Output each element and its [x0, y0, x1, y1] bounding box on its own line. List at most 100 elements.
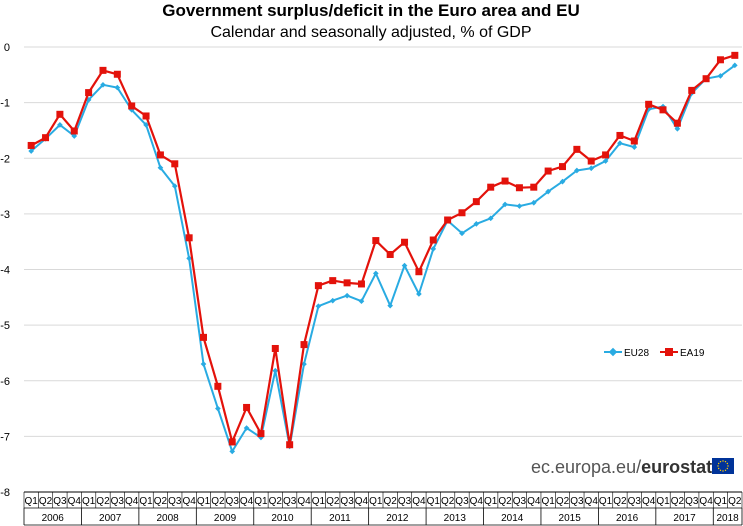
x-quarter-label: Q2 — [384, 496, 398, 507]
data-point — [143, 122, 149, 128]
data-point — [358, 298, 365, 305]
y-axis: 0 -1 -2 -3 -4 -5 -6 -7 -8 — [0, 42, 10, 499]
data-point — [487, 183, 495, 191]
x-quarter-label: Q1 — [714, 496, 728, 507]
x-quarter-label: Q2 — [728, 496, 742, 507]
x-quarter-label: Q4 — [699, 496, 713, 507]
data-point — [401, 238, 409, 246]
data-point — [588, 165, 595, 172]
data-point — [343, 279, 351, 287]
data-point — [70, 127, 78, 135]
x-year-label: 2012 — [386, 513, 409, 524]
data-point — [573, 145, 581, 153]
x-axis: Q1 Q2 Q3 Q4 Q1 Q2 Q3 Q4 Q1 Q2 Q3 Q4 Q1 Q2 Q3 Q4 Q1 Q2 Q3 Q4… — [23, 491, 743, 526]
x-quarter-label: Q2 — [556, 496, 570, 507]
series-line-eu28 — [30, 64, 736, 453]
data-point — [429, 236, 437, 244]
data-point — [659, 106, 667, 114]
data-point — [214, 382, 222, 390]
x-quarter-label: Q2 — [441, 496, 455, 507]
x-year-label: 2006 — [42, 513, 65, 524]
data-point — [228, 438, 236, 446]
data-point — [673, 119, 681, 127]
x-year-label: 2013 — [444, 513, 467, 524]
x-quarter-label: Q3 — [111, 496, 125, 507]
data-point — [71, 133, 78, 139]
legend-ea19-marker — [665, 348, 673, 356]
x-quarter-label: Q4 — [527, 496, 541, 507]
data-point — [459, 230, 465, 237]
data-point — [587, 157, 595, 165]
x-quarter-label: Q4 — [125, 496, 139, 507]
data-point — [344, 292, 350, 299]
x-quarter-label: Q1 — [139, 496, 153, 507]
data-point — [142, 112, 150, 120]
series-group — [27, 51, 739, 455]
data-point — [387, 302, 394, 309]
series-ea19 — [27, 51, 739, 449]
legend-eu28-label: EU28 — [624, 348, 649, 359]
x-quarter-label: Q1 — [82, 496, 96, 507]
x-quarter-label: Q4 — [68, 496, 82, 507]
data-point — [717, 73, 724, 79]
legend: EU28 EA19 — [604, 347, 705, 359]
x-quarter-label: Q4 — [470, 496, 484, 507]
data-point — [171, 160, 179, 168]
data-point — [171, 183, 178, 189]
x-quarter-label: Q3 — [53, 496, 67, 507]
x-quarter-label: Q3 — [628, 496, 642, 507]
x-quarter-label: Q4 — [297, 496, 311, 507]
x-quarter-label: Q1 — [369, 496, 383, 507]
data-point — [674, 125, 681, 132]
x-quarter-label: Q4 — [642, 496, 656, 507]
eu-flag-icon — [712, 458, 734, 474]
data-point — [27, 141, 35, 149]
data-point — [473, 221, 480, 227]
x-quarter-label: Q3 — [283, 496, 297, 507]
x-quarter-label: Q2 — [326, 496, 340, 507]
data-point — [731, 51, 739, 59]
x-quarter-label: Q3 — [455, 496, 469, 507]
x-quarter-label: Q1 — [254, 496, 268, 507]
x-year-label: 2008 — [156, 513, 179, 524]
x-quarter-label: Q3 — [168, 496, 182, 507]
y-tick-label: -5 — [0, 320, 10, 332]
data-point — [545, 188, 551, 195]
data-point — [272, 367, 279, 374]
series-eu28 — [28, 62, 738, 455]
x-quarter-label: Q3 — [226, 496, 240, 507]
data-point — [630, 137, 638, 145]
data-point — [156, 151, 164, 159]
data-point — [329, 277, 337, 285]
data-point — [257, 430, 265, 438]
x-quarter-label: Q1 — [25, 496, 39, 507]
data-point — [229, 448, 236, 455]
data-point — [516, 203, 523, 209]
x-quarter-label: Q4 — [355, 496, 369, 507]
data-point — [243, 425, 250, 431]
x-year-label: 2015 — [559, 513, 582, 524]
data-point — [56, 110, 64, 118]
source-prefix: ec.europa.eu/ — [531, 457, 641, 477]
data-point — [372, 237, 380, 245]
data-point — [574, 167, 580, 174]
data-point — [502, 201, 508, 208]
source-url: ec.europa.eu/eurostat — [531, 457, 712, 477]
data-point — [114, 84, 121, 91]
data-point — [530, 199, 537, 206]
legend-ea19-label: EA19 — [680, 348, 705, 359]
x-quarter-label: Q1 — [656, 496, 670, 507]
data-point — [631, 144, 638, 150]
x-quarter-label: Q2 — [671, 496, 685, 507]
data-point — [415, 268, 423, 276]
x-quarter-label: Q1 — [484, 496, 498, 507]
data-point — [430, 246, 437, 252]
x-quarter-label: Q2 — [154, 496, 168, 507]
x-quarter-label: Q3 — [340, 496, 354, 507]
x-quarter-label: Q1 — [197, 496, 211, 507]
chart-title: Government surplus/deficit in the Euro a… — [162, 1, 580, 20]
x-quarter-label: Q2 — [498, 496, 512, 507]
x-quarter-label: Q1 — [427, 496, 441, 507]
data-point — [386, 250, 394, 258]
data-point — [200, 333, 207, 341]
